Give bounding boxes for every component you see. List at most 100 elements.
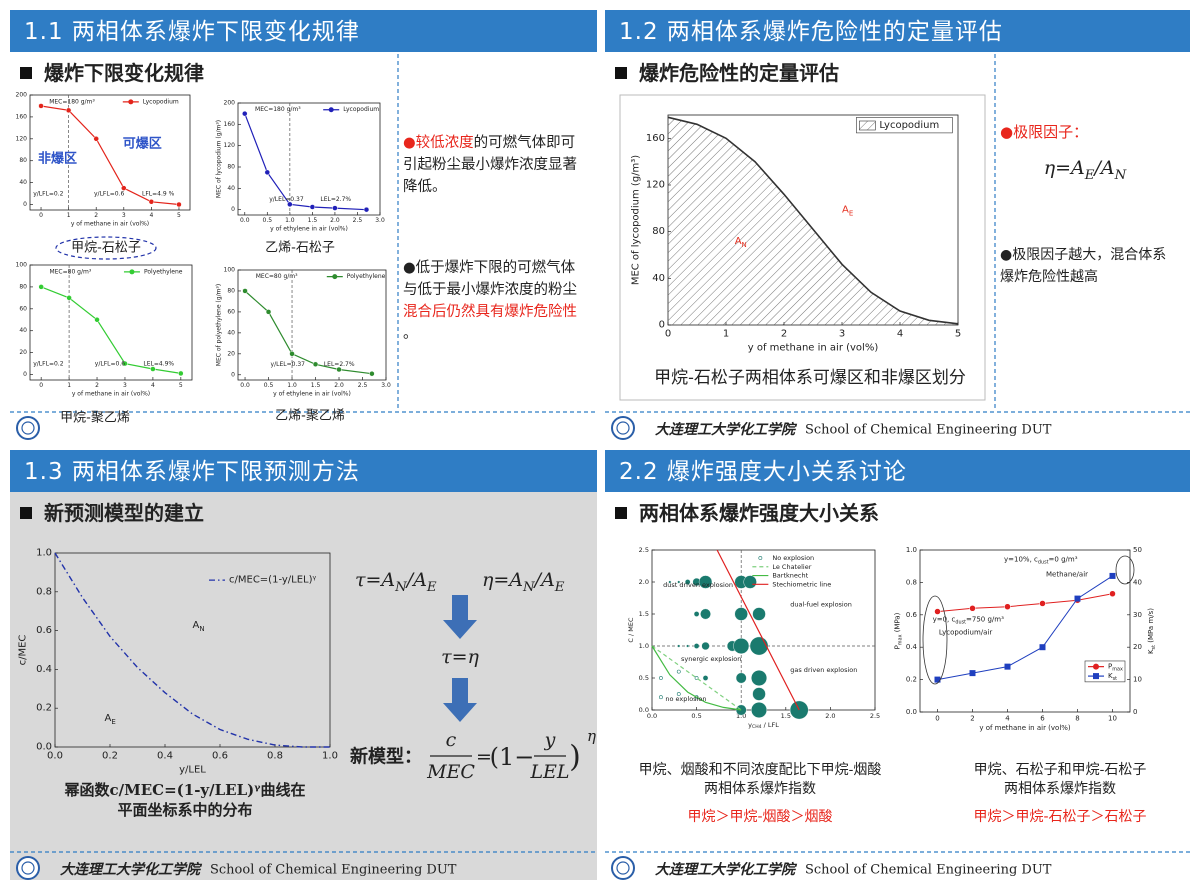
- x-tick-label: 3.0: [375, 217, 385, 224]
- point: [659, 695, 663, 700]
- formula-part: /A: [405, 569, 427, 591]
- slide-heading: 爆炸下限变化规律: [44, 61, 204, 85]
- bubble: [743, 575, 757, 589]
- x-tick-label: 3: [123, 382, 127, 389]
- marker: [38, 103, 44, 109]
- x-axis-label: y of methane in air (vol%): [979, 724, 1071, 732]
- annotation: 可爆区: [123, 135, 162, 151]
- annotation: synergic explosion: [681, 655, 741, 663]
- x-axis-label: y of ethylene in air (vol%): [270, 225, 348, 232]
- y-axis-label-part: P: [894, 645, 902, 649]
- legend-label: Polyethylene: [144, 268, 183, 275]
- plot-frame: [919, 549, 1131, 713]
- legend-label: Bartknecht: [772, 572, 808, 580]
- plot-frame: [237, 102, 381, 216]
- title-bar: [605, 450, 1190, 492]
- x-tick-label: 10: [1108, 714, 1117, 722]
- x-tick-label: 2.0: [330, 217, 340, 224]
- annotation: LEL=2.7%: [320, 196, 351, 203]
- chart-caption: 两相体系爆炸指数: [1004, 781, 1116, 797]
- marker: [289, 351, 295, 357]
- annotation: dust driven explosion: [663, 581, 733, 589]
- logo: [21, 861, 35, 875]
- conclusion: 甲烷＞甲烷-烟酸＞烟酸: [687, 809, 832, 825]
- y-tick-label: 0.6: [906, 611, 918, 619]
- legend-label-part: max: [1112, 667, 1123, 673]
- formula: τ=AN/AE: [355, 569, 437, 595]
- bubble: [749, 636, 769, 656]
- y-tick-label: 160: [16, 113, 28, 120]
- y-tick-label: 40: [227, 329, 235, 336]
- x-tick-label: 0: [39, 382, 43, 389]
- marker: [150, 366, 156, 372]
- x-tick-label: 0.8: [267, 751, 283, 762]
- y-tick-label: 0.2: [906, 676, 917, 684]
- x-tick-label: 2.0: [825, 712, 835, 720]
- chart-caption: 甲烷、烟酸和不同浓度配比下甲烷-烟酸: [639, 762, 882, 778]
- y-tick-label: 40: [652, 273, 665, 284]
- x-tick-label: 2.5: [358, 382, 368, 389]
- bubble: [752, 607, 766, 621]
- bubble: [701, 641, 710, 651]
- x-tick-label: 1: [67, 382, 71, 389]
- marker: [1074, 595, 1081, 602]
- footer-school-en: School of Chemical Engineering DUT: [805, 863, 1052, 878]
- annotation: y/LEL=0.37: [269, 196, 304, 203]
- chart-caption: 平面坐标系中的分布: [117, 801, 252, 819]
- marker: [969, 670, 976, 677]
- series-line: [667, 116, 959, 325]
- marker: [265, 309, 272, 315]
- x-tick-label: 1.5: [311, 382, 321, 389]
- y-tick-label: 0.4: [36, 664, 52, 675]
- marker: [369, 370, 375, 377]
- y-axis-label: MEC of lycopodium (g/m³): [631, 155, 642, 285]
- annotation: MEC=180 g/m³: [49, 98, 95, 105]
- x-tick-label: 3.0: [381, 382, 391, 389]
- x-tick-label: 2.5: [870, 712, 880, 720]
- legend-label: c/MEC=(1-y/LEL)ᵞ: [229, 575, 317, 586]
- point: [659, 676, 663, 680]
- note-line: 爆炸危险性越高: [1000, 268, 1098, 285]
- bubble: [677, 580, 681, 584]
- y2-tick-label: 40: [1133, 578, 1142, 586]
- annotation-part: dust: [955, 620, 966, 626]
- marker: [1004, 663, 1011, 670]
- y-tick-label: 40: [227, 185, 235, 192]
- chart-caption: 幂函数c/MEC=(1-y/LEL)ᵞ曲线在: [64, 781, 306, 799]
- note-line: 与低于最小爆炸浓度的粉尘: [403, 281, 577, 298]
- series-line: [54, 552, 330, 748]
- y-tick-label: 0.5: [639, 674, 649, 682]
- bubble: [693, 611, 700, 617]
- series-line: [716, 549, 800, 711]
- x-tick-label: 4: [1005, 714, 1010, 722]
- chart-caption: 甲烷-石松子: [71, 241, 141, 256]
- annotation: no explosion: [665, 695, 706, 703]
- chart-border: [619, 94, 986, 401]
- title-bar: [605, 10, 1190, 52]
- x-tick-label: 2.5: [353, 217, 363, 224]
- y-tick-label: 0.0: [639, 706, 649, 714]
- y-tick-label: 1.0: [639, 642, 649, 650]
- note-formula-part: N: [1114, 168, 1128, 183]
- y-tick-label: 60: [19, 305, 27, 312]
- arrow: [443, 595, 477, 639]
- legend-label-part: st: [1113, 676, 1118, 682]
- bubble: [751, 669, 768, 686]
- x-tick-label: 0.0: [47, 751, 63, 762]
- formula: τ=η: [441, 646, 479, 668]
- heading-bullet: [20, 67, 32, 79]
- y-tick-label: 20: [227, 350, 235, 357]
- title-bar: [10, 10, 597, 52]
- y-tick-label: 120: [646, 180, 665, 191]
- x-tick-label: 0.4: [157, 751, 173, 762]
- note-line: ●低于爆炸下限的可燃气体: [403, 258, 576, 276]
- y-tick-label: 20: [19, 349, 27, 356]
- annotation: MEC=180 g/m³: [255, 106, 301, 113]
- series-line: [244, 113, 367, 211]
- formula-part: η=A: [482, 569, 523, 591]
- y-tick-label: 40: [19, 327, 27, 334]
- series-line: [40, 105, 180, 206]
- annotation: MEC=80 g/m³: [256, 273, 298, 280]
